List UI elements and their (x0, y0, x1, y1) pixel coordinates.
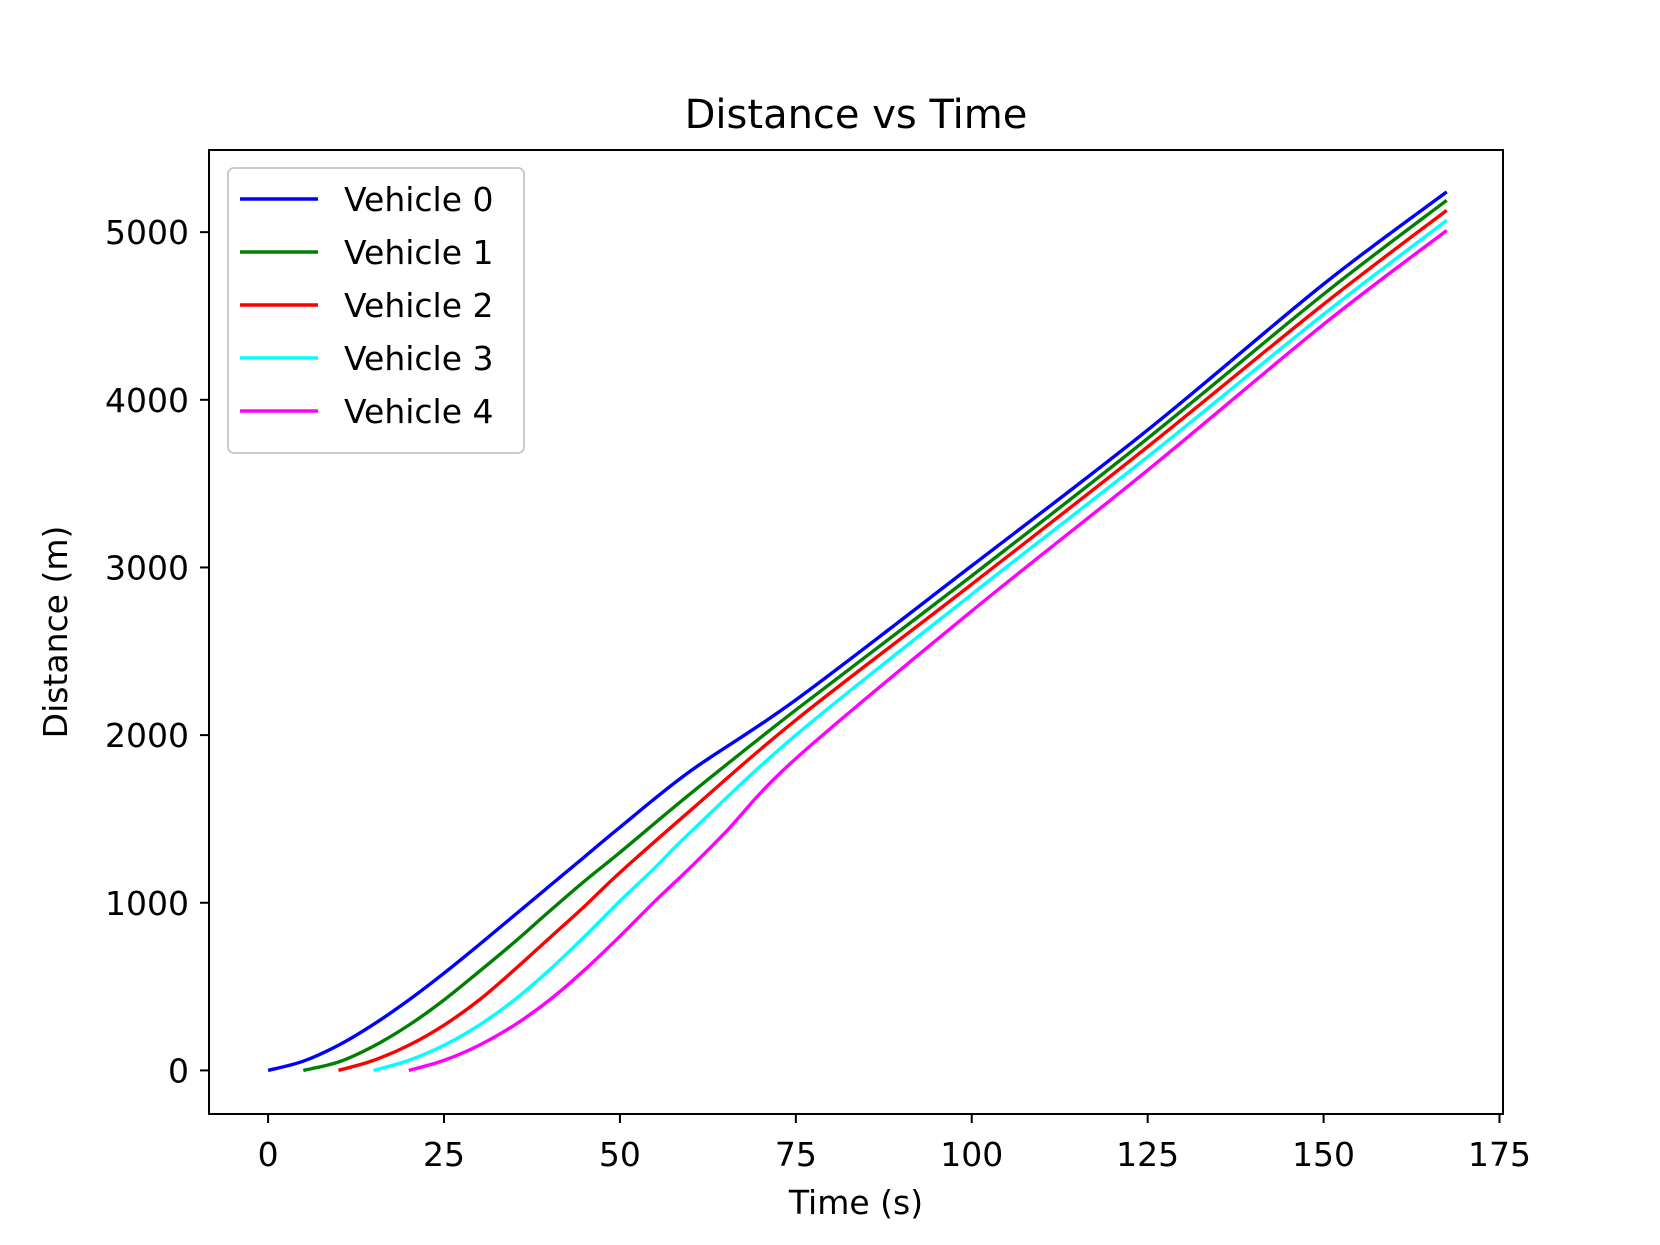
y-axis-label: Distance (m) (36, 526, 75, 739)
series-line-vehicle-0 (267, 190, 1448, 1073)
series-line-vehicle-4 (408, 229, 1448, 1073)
plot-frame (208, 149, 1504, 1115)
y-axis-ticks: 0 1000 2000 3000 4000 5000 (105, 213, 209, 1090)
x-tick-label: 25 (423, 1135, 465, 1174)
legend: Vehicle 0 Vehicle 1 Vehicle 2 Vehicle 3 Vehi… (227, 167, 525, 454)
y-tick-label: 0 (168, 1051, 189, 1090)
series-line-vehicle-1 (302, 198, 1448, 1073)
plot-lines (267, 190, 1448, 1073)
x-tick-label: 150 (1292, 1135, 1355, 1174)
series-line-vehicle-2 (338, 208, 1448, 1073)
x-axis-label: Time (s) (788, 1183, 923, 1222)
series-line-vehicle-3 (373, 219, 1448, 1073)
x-axis-ticks: 0 25 50 75 100 125 150 175 (258, 1114, 1531, 1174)
legend-label-vehicle-0: Vehicle 0 (344, 180, 494, 219)
x-tick-label: 75 (775, 1135, 817, 1174)
y-tick-label: 2000 (105, 716, 189, 755)
legend-label-vehicle-2: Vehicle 2 (344, 286, 494, 325)
x-tick-label: 0 (258, 1135, 279, 1174)
legend-label-vehicle-1: Vehicle 1 (344, 233, 494, 272)
x-tick-label: 175 (1468, 1135, 1531, 1174)
x-tick-label: 100 (940, 1135, 1003, 1174)
x-tick-label: 50 (599, 1135, 641, 1174)
legend-label-vehicle-4: Vehicle 4 (344, 392, 494, 431)
legend-label-vehicle-3: Vehicle 3 (344, 339, 494, 378)
y-tick-label: 3000 (105, 548, 189, 587)
y-tick-label: 1000 (105, 884, 189, 923)
legend-box (227, 167, 525, 454)
chart-title: Distance vs Time (685, 92, 1028, 138)
y-tick-label: 4000 (105, 381, 189, 420)
x-tick-label: 125 (1116, 1135, 1179, 1174)
y-tick-label: 5000 (105, 213, 189, 252)
